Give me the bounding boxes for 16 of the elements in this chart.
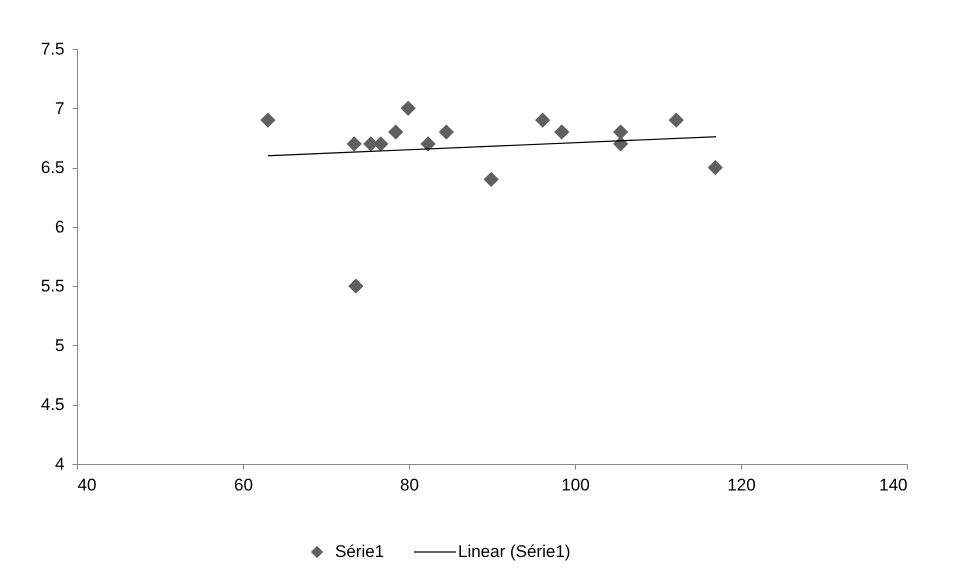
x-tick-label: 140 — [879, 476, 908, 494]
y-tick-label: 4 — [55, 454, 64, 474]
y-tick-label: 5.5 — [40, 276, 64, 296]
y-tick-label: 6 — [55, 217, 64, 236]
y-tick-label: 7.5 — [40, 40, 64, 58]
y-tick-label: 5 — [55, 336, 64, 355]
x-tick-label: 40 — [78, 476, 96, 494]
y-tick-label: 4.5 — [40, 395, 64, 414]
legend-label: Linear (Série1) — [458, 542, 570, 561]
x-tick-label: 80 — [400, 476, 419, 494]
y-tick-label: 6.5 — [40, 158, 64, 178]
x-tick-label: 100 — [561, 476, 590, 494]
legend-label: Série1 — [335, 542, 384, 561]
x-tick-label: 60 — [234, 476, 253, 494]
x-tick-label: 120 — [727, 476, 756, 494]
y-tick-label: 7 — [55, 98, 64, 118]
